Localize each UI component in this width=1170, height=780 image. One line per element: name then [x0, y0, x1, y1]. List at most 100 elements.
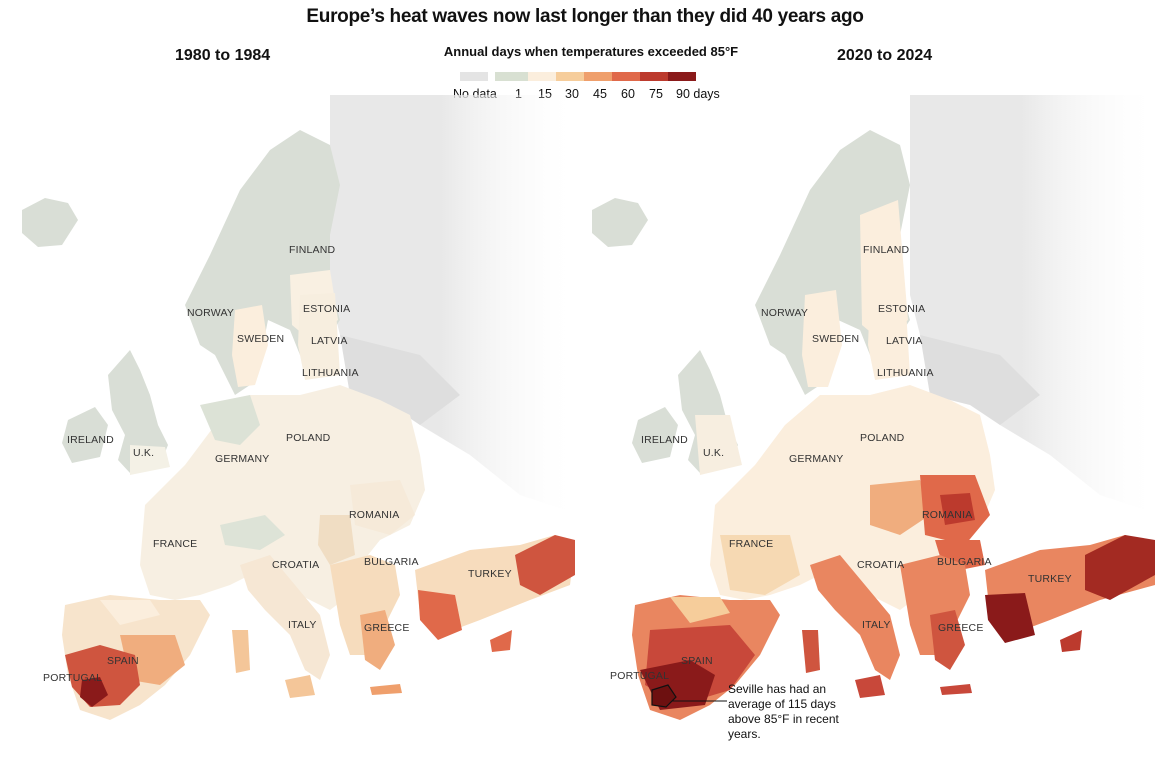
- chart-title: Europe’s heat waves now last longer than…: [306, 6, 864, 27]
- label-lithuania-right: LITHUANIA: [877, 367, 934, 379]
- label-greece-right: GREECE: [938, 622, 984, 634]
- iberia-north: [100, 600, 160, 625]
- alps-green: [220, 515, 285, 550]
- label-finland-left: FINLAND: [289, 244, 336, 256]
- panel-title-right: 2020 to 2024: [837, 47, 933, 64]
- label-romania-left: ROMANIA: [349, 509, 400, 521]
- land-east-no-data: [910, 95, 1160, 515]
- label-uk-right: U.K.: [703, 447, 725, 459]
- land-russia-west: [920, 335, 1040, 425]
- uk-south: [695, 415, 742, 475]
- sicily: [285, 675, 315, 698]
- label-germany-left: GERMANY: [215, 453, 270, 465]
- iceland: [592, 198, 648, 247]
- label-romania-right: ROMANIA: [922, 509, 973, 521]
- legend-swatch-60: [612, 72, 640, 81]
- crete: [940, 684, 972, 695]
- label-greece-left: GREECE: [364, 622, 410, 634]
- sweden-south: [232, 305, 268, 387]
- central-green: [200, 395, 260, 445]
- greece-orange: [360, 610, 395, 670]
- label-portugal-left: PORTUGAL: [43, 672, 103, 684]
- romania-dark: [940, 493, 975, 525]
- label-sweden-right: SWEDEN: [812, 333, 860, 345]
- label-norway-left: NORWAY: [187, 307, 235, 319]
- sardinia: [802, 630, 820, 673]
- sweden-south: [802, 290, 842, 387]
- uk-south: [130, 445, 170, 475]
- legend-title: Annual days when temperatures exceeded 8…: [443, 44, 739, 59]
- cyprus: [1060, 630, 1082, 652]
- turkey-west-red: [418, 590, 462, 640]
- land-russia-west: [340, 335, 460, 425]
- italy: [240, 555, 330, 680]
- crete: [370, 684, 402, 695]
- legend-label-1: 1: [515, 87, 522, 101]
- legend-swatch-45: [584, 72, 612, 81]
- label-france-right: FRANCE: [729, 538, 774, 550]
- label-croatia-right: CROATIA: [857, 559, 905, 571]
- label-lithuania-left: LITHUANIA: [302, 367, 359, 379]
- cyprus: [490, 630, 512, 652]
- label-ireland-left: IRELAND: [67, 434, 114, 446]
- legend-label-60: 60: [621, 87, 635, 101]
- legend-swatch-30: [556, 72, 584, 81]
- greece-red: [930, 610, 965, 670]
- legend-swatch-no-data: [460, 72, 488, 81]
- label-bulgaria-right: BULGARIA: [937, 556, 992, 568]
- map-canvas-right: [592, 95, 1160, 720]
- label-turkey-right: TURKEY: [1028, 573, 1072, 585]
- map-2020-2024: [580, 95, 1160, 780]
- ireland: [62, 407, 108, 463]
- romania-patch: [350, 480, 415, 535]
- label-turkey-left: TURKEY: [468, 568, 512, 580]
- label-bulgaria-left: BULGARIA: [364, 556, 419, 568]
- legend-swatch-1: [495, 72, 528, 81]
- sicily: [855, 675, 885, 698]
- label-latvia-right: LATVIA: [886, 335, 923, 347]
- legend-label-75: 75: [649, 87, 663, 101]
- seville-annotation: Seville has had an average of 115 days a…: [728, 682, 839, 741]
- turkey-southeast: [515, 535, 575, 595]
- label-ireland-right: IRELAND: [641, 434, 688, 446]
- label-croatia-left: CROATIA: [272, 559, 320, 571]
- label-finland-right: FINLAND: [863, 244, 910, 256]
- label-france-left: FRANCE: [153, 538, 198, 550]
- label-sweden-left: SWEDEN: [237, 333, 285, 345]
- land-east-no-data: [330, 95, 580, 515]
- turkey-west-dark: [985, 593, 1035, 643]
- label-uk-left: U.K.: [133, 447, 155, 459]
- map-canvas-left: [22, 95, 580, 720]
- iceland: [22, 198, 78, 247]
- label-latvia-left: LATVIA: [311, 335, 348, 347]
- ireland: [632, 407, 678, 463]
- italy: [810, 555, 900, 680]
- seville-outline: [651, 684, 677, 708]
- serbia-patch: [318, 515, 355, 565]
- legend-label-90: 90 days: [676, 87, 720, 101]
- hungary-orange: [870, 480, 930, 535]
- legend: Annual days when temperatures exceeded 8…: [442, 44, 742, 101]
- label-norway-right: NORWAY: [761, 307, 809, 319]
- baltics: [868, 293, 910, 380]
- legend-swatch-75: [640, 72, 668, 81]
- label-estonia-left: ESTONIA: [303, 303, 351, 315]
- label-portugal-right: PORTUGAL: [610, 670, 670, 682]
- map-1980-1984: [0, 95, 580, 780]
- france-south: [720, 535, 800, 595]
- sardinia: [232, 630, 250, 673]
- label-poland-right: POLAND: [860, 432, 905, 444]
- label-italy-right: ITALY: [862, 619, 891, 631]
- turkey-southeast: [1085, 535, 1155, 600]
- seville-dark: [80, 677, 108, 707]
- label-italy-left: ITALY: [288, 619, 317, 631]
- label-spain-left: SPAIN: [107, 655, 139, 667]
- uk: [108, 350, 168, 473]
- label-poland-left: POLAND: [286, 432, 331, 444]
- legend-label-45: 45: [593, 87, 607, 101]
- legend-swatch-90: [668, 72, 696, 81]
- iberia-north: [670, 597, 730, 623]
- label-spain-right: SPAIN: [681, 655, 713, 667]
- baltics: [298, 293, 340, 380]
- panel-title-left: 1980 to 1984: [175, 47, 271, 64]
